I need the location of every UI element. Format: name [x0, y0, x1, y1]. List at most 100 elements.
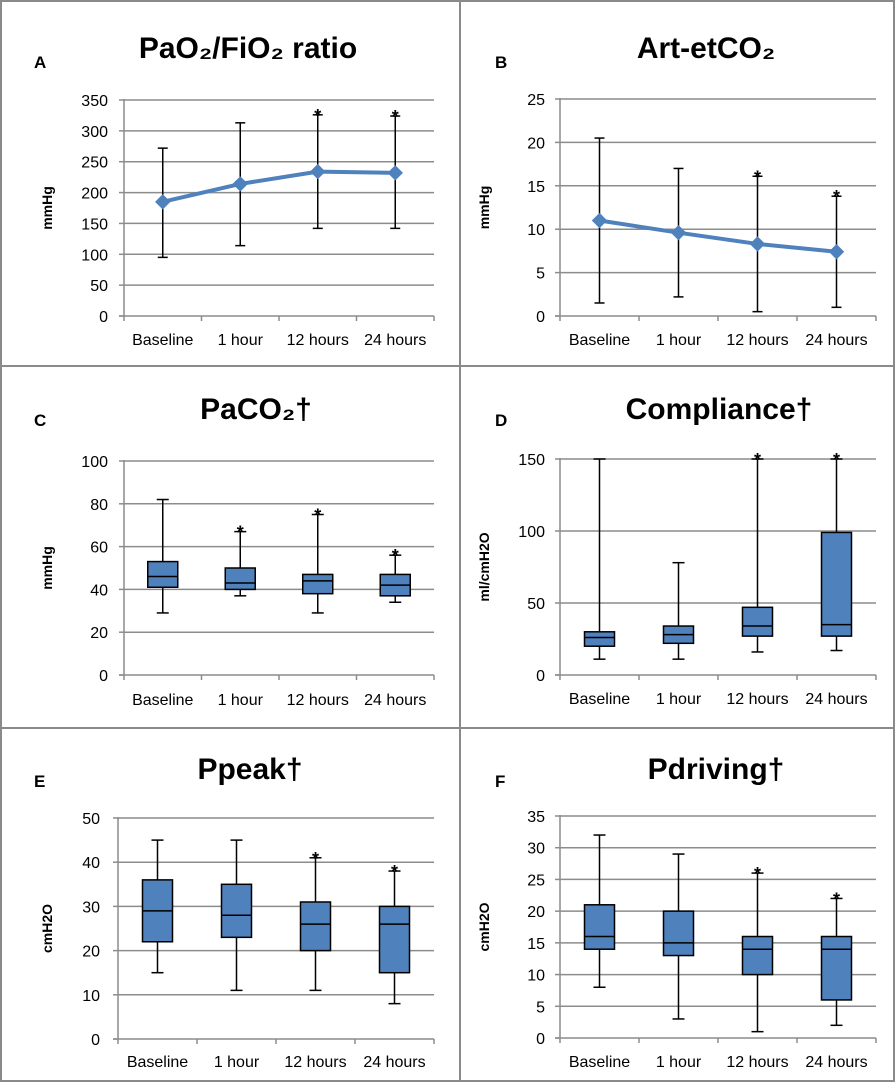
y-tick-label: 20 [90, 625, 108, 642]
category-label: Baseline [132, 332, 193, 349]
category-label: 24 hours [805, 1054, 867, 1071]
category-label: 12 hours [287, 692, 349, 709]
category-label: 12 hours [726, 691, 788, 708]
category-label: 12 hours [726, 1054, 788, 1071]
y-tick-label: 5 [536, 266, 545, 283]
category-label: 1 hour [656, 332, 702, 349]
y-tick-label: 10 [527, 222, 545, 239]
panel-letter: E [34, 772, 45, 791]
series-line [162, 169, 396, 204]
category-label: 12 hours [287, 332, 349, 349]
data-point [828, 244, 845, 260]
y-tick-label: 100 [81, 454, 108, 471]
data-point [155, 194, 171, 210]
chart-f: F Pdriving† 0 5 10 15 20 25 30 35 cmH2O Baseline 1 h… [476, 753, 877, 1071]
category-label: Baseline [132, 692, 193, 709]
category-label: 1 hour [656, 1054, 702, 1071]
significance-marker: * [392, 107, 399, 127]
significance-marker: * [314, 506, 321, 526]
y-tick-label: 30 [82, 899, 100, 916]
chart-d: D Compliance† 0 50 100 150 ml/cmH2O Baseline 1 h… [476, 393, 877, 708]
category-label: 1 hour [218, 332, 264, 349]
data-point [387, 165, 403, 181]
chart-c: C PaCO₂† 0 20 40 60 80 100 mmHg Baseline 1 hour 12 … [34, 393, 435, 709]
panel-b: B Art-etCO₂ 0 5 10 15 20 25 mmHg Baseline 1 hour 12… [459, 0, 895, 367]
significance-marker: * [754, 450, 761, 470]
significance-marker: * [754, 864, 761, 884]
box [583, 904, 616, 950]
chart-title: Compliance† [626, 393, 813, 426]
y-tick-label: 0 [99, 309, 108, 326]
chart-b: B Art-etCO₂ 0 5 10 15 20 25 mmHg Baseline 1 hour 12… [476, 32, 877, 349]
category-label: 24 hours [805, 332, 867, 349]
data-point [749, 236, 766, 252]
panel-a: A PaO₂/FiO₂ ratio 0 50 100 150 200 250 300 350 mmH… [0, 0, 461, 367]
significance-marker: * [237, 523, 244, 543]
significance-marker: * [392, 546, 399, 566]
category-label: 24 hours [363, 1054, 425, 1071]
y-tick-label: 30 [527, 841, 545, 858]
y-axis-title: cmH2O [476, 902, 492, 951]
category-label: 1 hour [656, 691, 702, 708]
significance-marker: * [833, 450, 840, 470]
y-tick-label: 150 [518, 452, 545, 469]
chart-title: PaCO₂† [200, 393, 312, 426]
category-label: 24 hours [805, 691, 867, 708]
box [741, 935, 774, 976]
chart-title: PaO₂/FiO₂ ratio [139, 32, 357, 65]
y-tick-label: 40 [82, 855, 100, 872]
box [302, 573, 334, 595]
y-tick-label: 15 [527, 179, 545, 196]
panel-letter: C [34, 411, 46, 430]
data-point [232, 176, 248, 192]
data-point [310, 163, 326, 180]
box [820, 935, 853, 1001]
panel-d: D Compliance† 0 50 100 150 ml/cmH2O Baseline 1 h… [459, 365, 895, 729]
y-tick-label: 0 [536, 1031, 545, 1048]
y-tick-label: 150 [81, 216, 108, 233]
box [583, 631, 616, 647]
y-tick-label: 0 [91, 1032, 100, 1049]
significance-marker: * [391, 862, 398, 882]
category-label: Baseline [127, 1054, 188, 1071]
panel-letter: B [495, 53, 507, 72]
y-tick-label: 15 [527, 936, 545, 953]
y-tick-label: 350 [81, 93, 108, 110]
chart-title: Art-etCO₂ [637, 32, 775, 65]
y-axis-title: ml/cmH2O [476, 532, 492, 601]
series-line [599, 218, 837, 254]
box [662, 910, 695, 957]
category-label: Baseline [569, 332, 630, 349]
y-axis-title: cmH2O [39, 904, 55, 953]
significance-marker: * [833, 889, 840, 909]
y-tick-label: 50 [82, 811, 100, 828]
significance-marker: * [833, 187, 840, 207]
box [224, 567, 256, 591]
y-tick-label: 10 [82, 988, 100, 1005]
category-label: 12 hours [726, 332, 788, 349]
category-label: 1 hour [214, 1054, 260, 1071]
panel-letter: F [495, 772, 505, 791]
category-label: 24 hours [364, 692, 426, 709]
y-tick-label: 40 [90, 582, 108, 599]
y-tick-label: 100 [518, 524, 545, 541]
box [220, 883, 253, 939]
y-axis-title: mmHg [39, 186, 55, 230]
chart-e: E Ppeak† 0 10 20 30 40 50 cmH2O Baseline 1 hour 12 … [34, 753, 435, 1071]
y-tick-label: 0 [536, 309, 545, 326]
y-axis-title: mmHg [39, 546, 55, 590]
y-tick-label: 0 [536, 668, 545, 685]
category-label: 24 hours [364, 332, 426, 349]
y-tick-label: 100 [81, 247, 108, 264]
y-tick-label: 20 [527, 904, 545, 921]
y-tick-label: 50 [527, 596, 545, 613]
y-tick-label: 25 [527, 92, 545, 109]
box [378, 905, 411, 974]
panel-e: E Ppeak† 0 10 20 30 40 50 cmH2O Baseline 1 hour 12 … [0, 727, 461, 1082]
category-label: Baseline [569, 1054, 630, 1071]
data-point [591, 212, 608, 229]
box [147, 560, 179, 589]
significance-marker: * [754, 167, 761, 187]
y-tick-label: 60 [90, 540, 108, 557]
